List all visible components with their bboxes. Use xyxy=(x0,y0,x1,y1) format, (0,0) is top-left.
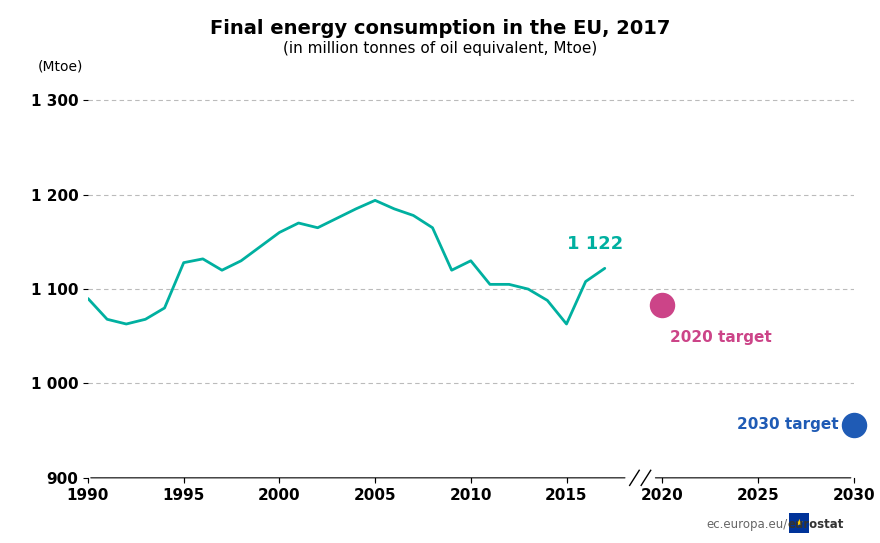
Text: (in million tonnes of oil equivalent, Mtoe): (in million tonnes of oil equivalent, Mt… xyxy=(282,41,598,56)
Point xyxy=(656,301,670,310)
Text: 2020 target: 2020 target xyxy=(670,330,772,345)
Text: ec.europa.eu/: ec.europa.eu/ xyxy=(707,518,788,531)
Text: 2030 target: 2030 target xyxy=(737,418,839,432)
Text: 1 122: 1 122 xyxy=(567,235,623,253)
Text: (Mtoe): (Mtoe) xyxy=(38,60,84,73)
Text: Final energy consumption in the EU, 2017: Final energy consumption in the EU, 2017 xyxy=(209,19,671,38)
Point xyxy=(847,421,861,430)
Text: eurostat: eurostat xyxy=(788,518,844,531)
Text: ★: ★ xyxy=(795,518,803,528)
